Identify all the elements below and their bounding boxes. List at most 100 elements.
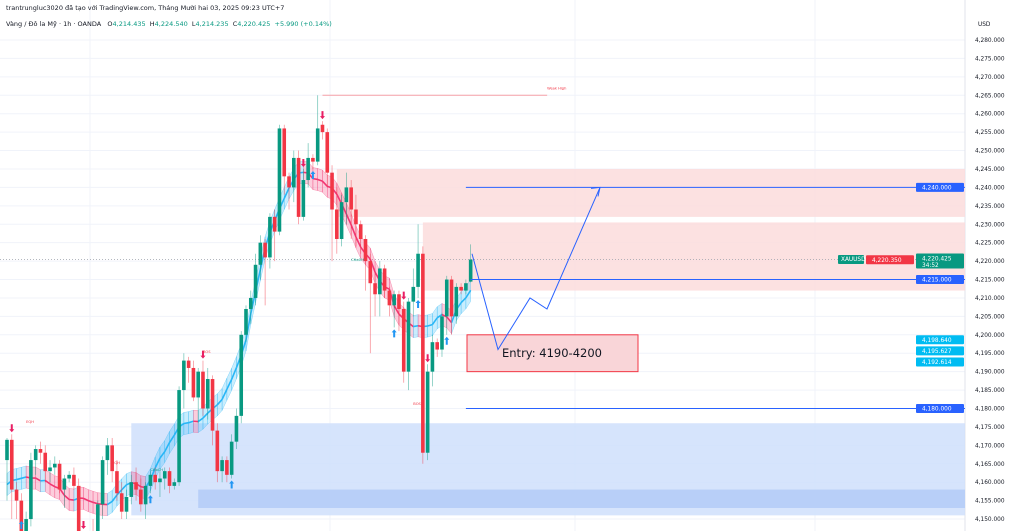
countdown-timer: 34:52: [922, 263, 939, 269]
level-price-flag: 4,215.000: [922, 278, 952, 284]
candle-body: [282, 128, 287, 177]
candle-body: [397, 294, 401, 310]
candle-body: [143, 485, 148, 505]
band-midline: [49, 483, 56, 488]
candle-body: [468, 259, 473, 282]
band-midline: [226, 378, 233, 390]
symbol-tag: XAUUSD: [841, 257, 866, 263]
band-midline: [230, 367, 238, 380]
band-midline: [197, 417, 204, 423]
sell-arrow-icon: [401, 291, 407, 300]
candle-body: [268, 216, 272, 258]
y-tick-label: 4,160.000: [975, 480, 1005, 486]
candle-body: [244, 309, 248, 335]
sell-arrow-icon: [300, 158, 306, 167]
y-tick-label: 4,265.000: [975, 93, 1005, 99]
candle-body: [449, 279, 454, 317]
band-midline: [35, 477, 41, 482]
candle-body: [57, 463, 62, 490]
band-midline: [83, 497, 89, 502]
y-tick-label: 4,235.000: [975, 204, 1005, 210]
band-midline: [16, 477, 22, 481]
structure-label: Weak High: [547, 87, 566, 91]
axis-price-flag: 4,220.350: [872, 258, 902, 264]
level-price-flag: 4,180.000: [922, 407, 952, 413]
price-axis[interactable]: USD 4,280.000 4,275.000 4,270.000 4,265.000…: [975, 22, 1005, 523]
candle-body: [24, 519, 28, 531]
y-tick-label: 4,210.000: [975, 296, 1005, 302]
candle-body: [119, 493, 124, 512]
candle-body: [215, 430, 220, 472]
y-tick-label: 4,270.000: [975, 75, 1005, 81]
candle-body: [196, 371, 200, 398]
candle-body: [392, 294, 396, 306]
y-tick-label: 4,200.000: [975, 333, 1005, 339]
y-tick-label: 4,185.000: [975, 388, 1005, 394]
candle-body: [186, 360, 191, 368]
candle-body: [363, 238, 368, 262]
candle-body: [72, 474, 76, 486]
currency-label: USD: [978, 22, 991, 28]
buy-arrow-icon: [391, 329, 397, 338]
band-midline: [221, 388, 228, 400]
candle-body: [454, 286, 459, 317]
band-midline: [63, 494, 70, 501]
candle-body: [339, 202, 344, 239]
candle-body: [201, 371, 205, 409]
y-tick-label: 4,225.000: [975, 241, 1005, 247]
band-midline: [87, 499, 94, 504]
candle-body: [373, 283, 377, 295]
candle-body: [368, 261, 373, 284]
projection-path: [471, 187, 601, 351]
candle-body: [277, 128, 282, 232]
y-tick-label: 4,175.000: [975, 425, 1005, 431]
y-tick-label: 4,165.000: [975, 462, 1005, 468]
candle-body: [105, 445, 110, 461]
band-midline: [321, 180, 328, 187]
sell-arrow-icon: [9, 424, 15, 433]
candle-body: [100, 460, 105, 505]
entry-label: Entry: 4190-4200: [502, 346, 602, 360]
candle-body: [38, 449, 43, 453]
candle-body: [153, 474, 157, 483]
structure-label: CHoCH: [351, 258, 364, 262]
candle-body: [459, 286, 463, 291]
level-price-flag-bg: [916, 404, 964, 413]
candles-layer: EQH EQH CHoCH BOS CHoCH BOS Weak High: [5, 87, 566, 531]
level-price-flag-bg: [916, 182, 964, 192]
candle-body: [139, 489, 143, 505]
ohlc-legend: Vàng / Đô la Mỹ · 1h · OANDA O4,214.435 …: [6, 20, 332, 28]
chart-credit: trantrungluc3020 đã tạo với TradingView.…: [6, 4, 285, 12]
candle-body: [53, 463, 57, 468]
y-tick-label: 4,205.000: [975, 314, 1005, 320]
band-midline: [345, 213, 352, 226]
y-tick-label: 4,240.000: [975, 185, 1005, 191]
band-midline: [431, 317, 438, 326]
drawings-layer[interactable]: Entry: 4190-4200: [465, 186, 965, 409]
candle-body: [48, 467, 52, 472]
candle-body: [440, 316, 444, 350]
y-tick-label: 4,220.000: [975, 259, 1005, 265]
candle-body: [416, 253, 420, 287]
candle-body: [306, 157, 310, 181]
candle-body: [19, 500, 24, 531]
y-tick-label: 4,155.000: [975, 499, 1005, 505]
candle-body: [311, 157, 315, 162]
band-midline: [159, 451, 166, 459]
y-tick-label: 4,250.000: [975, 149, 1005, 155]
band-midline: [446, 316, 453, 324]
candle-body: [263, 242, 267, 258]
candle-body: [177, 390, 181, 483]
symbol-description[interactable]: Vàng / Đô la Mỹ · 1h · OANDA: [6, 20, 102, 28]
supply-zone: [336, 168, 965, 217]
y-tick-label: 4,215.000: [975, 278, 1005, 284]
band-midline: [436, 313, 443, 319]
sell-arrow-icon: [200, 350, 206, 359]
y-tick-label: 4,275.000: [975, 56, 1005, 62]
candle-body: [162, 471, 167, 479]
band-midline: [44, 479, 51, 485]
candle-body: [330, 172, 334, 210]
current-price-flag: 4,220.425: [922, 257, 952, 263]
current-price-flag-bg: [916, 253, 964, 269]
